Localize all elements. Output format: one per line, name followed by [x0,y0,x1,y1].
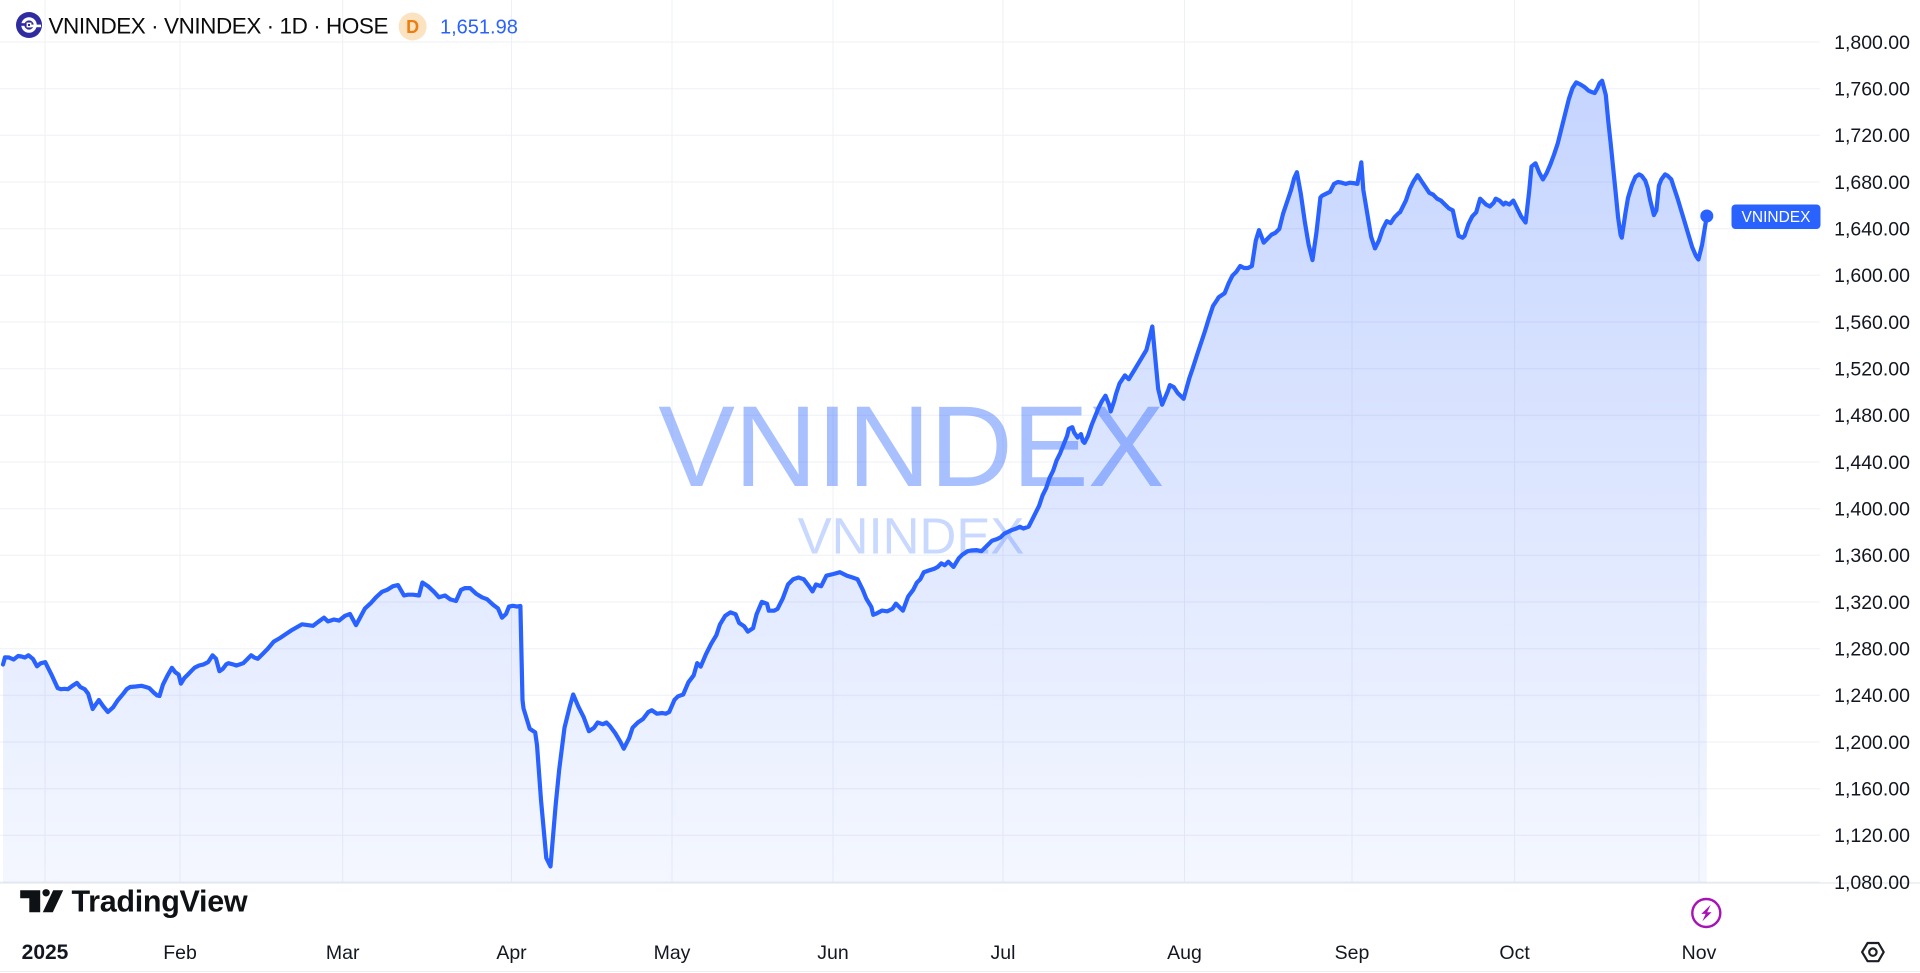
svg-text:Nov: Nov [1682,942,1717,964]
svg-text:1,160.00: 1,160.00 [1834,779,1910,801]
svg-text:Mar: Mar [326,942,360,964]
svg-text:Aug: Aug [1167,942,1202,964]
svg-text:Feb: Feb [163,942,197,964]
svg-text:VNINDEX: VNINDEX [1742,209,1812,226]
svg-text:Jul: Jul [991,942,1016,964]
svg-text:1,360.00: 1,360.00 [1834,545,1910,567]
svg-text:1,080.00: 1,080.00 [1834,872,1910,894]
svg-text:1,680.00: 1,680.00 [1834,172,1910,194]
svg-text:1,600.00: 1,600.00 [1834,265,1910,287]
svg-text:1,480.00: 1,480.00 [1834,405,1910,427]
svg-text:1,200.00: 1,200.00 [1834,732,1910,754]
svg-text:1,720.00: 1,720.00 [1834,125,1910,147]
svg-text:VNINDEX · VNINDEX · 1D · HOSE: VNINDEX · VNINDEX · 1D · HOSE [49,14,389,39]
svg-text:2025: 2025 [22,941,69,964]
svg-text:1,760.00: 1,760.00 [1834,79,1910,101]
svg-text:1,640.00: 1,640.00 [1834,219,1910,241]
svg-text:1,120.00: 1,120.00 [1834,825,1910,847]
svg-text:1,800.00: 1,800.00 [1834,32,1910,54]
svg-text:1,651.98: 1,651.98 [440,17,518,39]
svg-text:May: May [654,942,691,964]
svg-text:1,520.00: 1,520.00 [1834,359,1910,381]
svg-text:1,240.00: 1,240.00 [1834,685,1910,707]
svg-text:Apr: Apr [496,942,527,964]
svg-text:1,400.00: 1,400.00 [1834,499,1910,521]
svg-text:1,560.00: 1,560.00 [1834,312,1910,334]
svg-text:Oct: Oct [1499,942,1530,964]
svg-text:1,280.00: 1,280.00 [1834,639,1910,661]
svg-text:Jun: Jun [817,942,848,964]
svg-text:1,440.00: 1,440.00 [1834,452,1910,474]
svg-text:Sep: Sep [1335,942,1370,964]
svg-text:TradingView: TradingView [72,885,248,919]
svg-text:1,320.00: 1,320.00 [1834,592,1910,614]
svg-text:D: D [406,17,419,37]
